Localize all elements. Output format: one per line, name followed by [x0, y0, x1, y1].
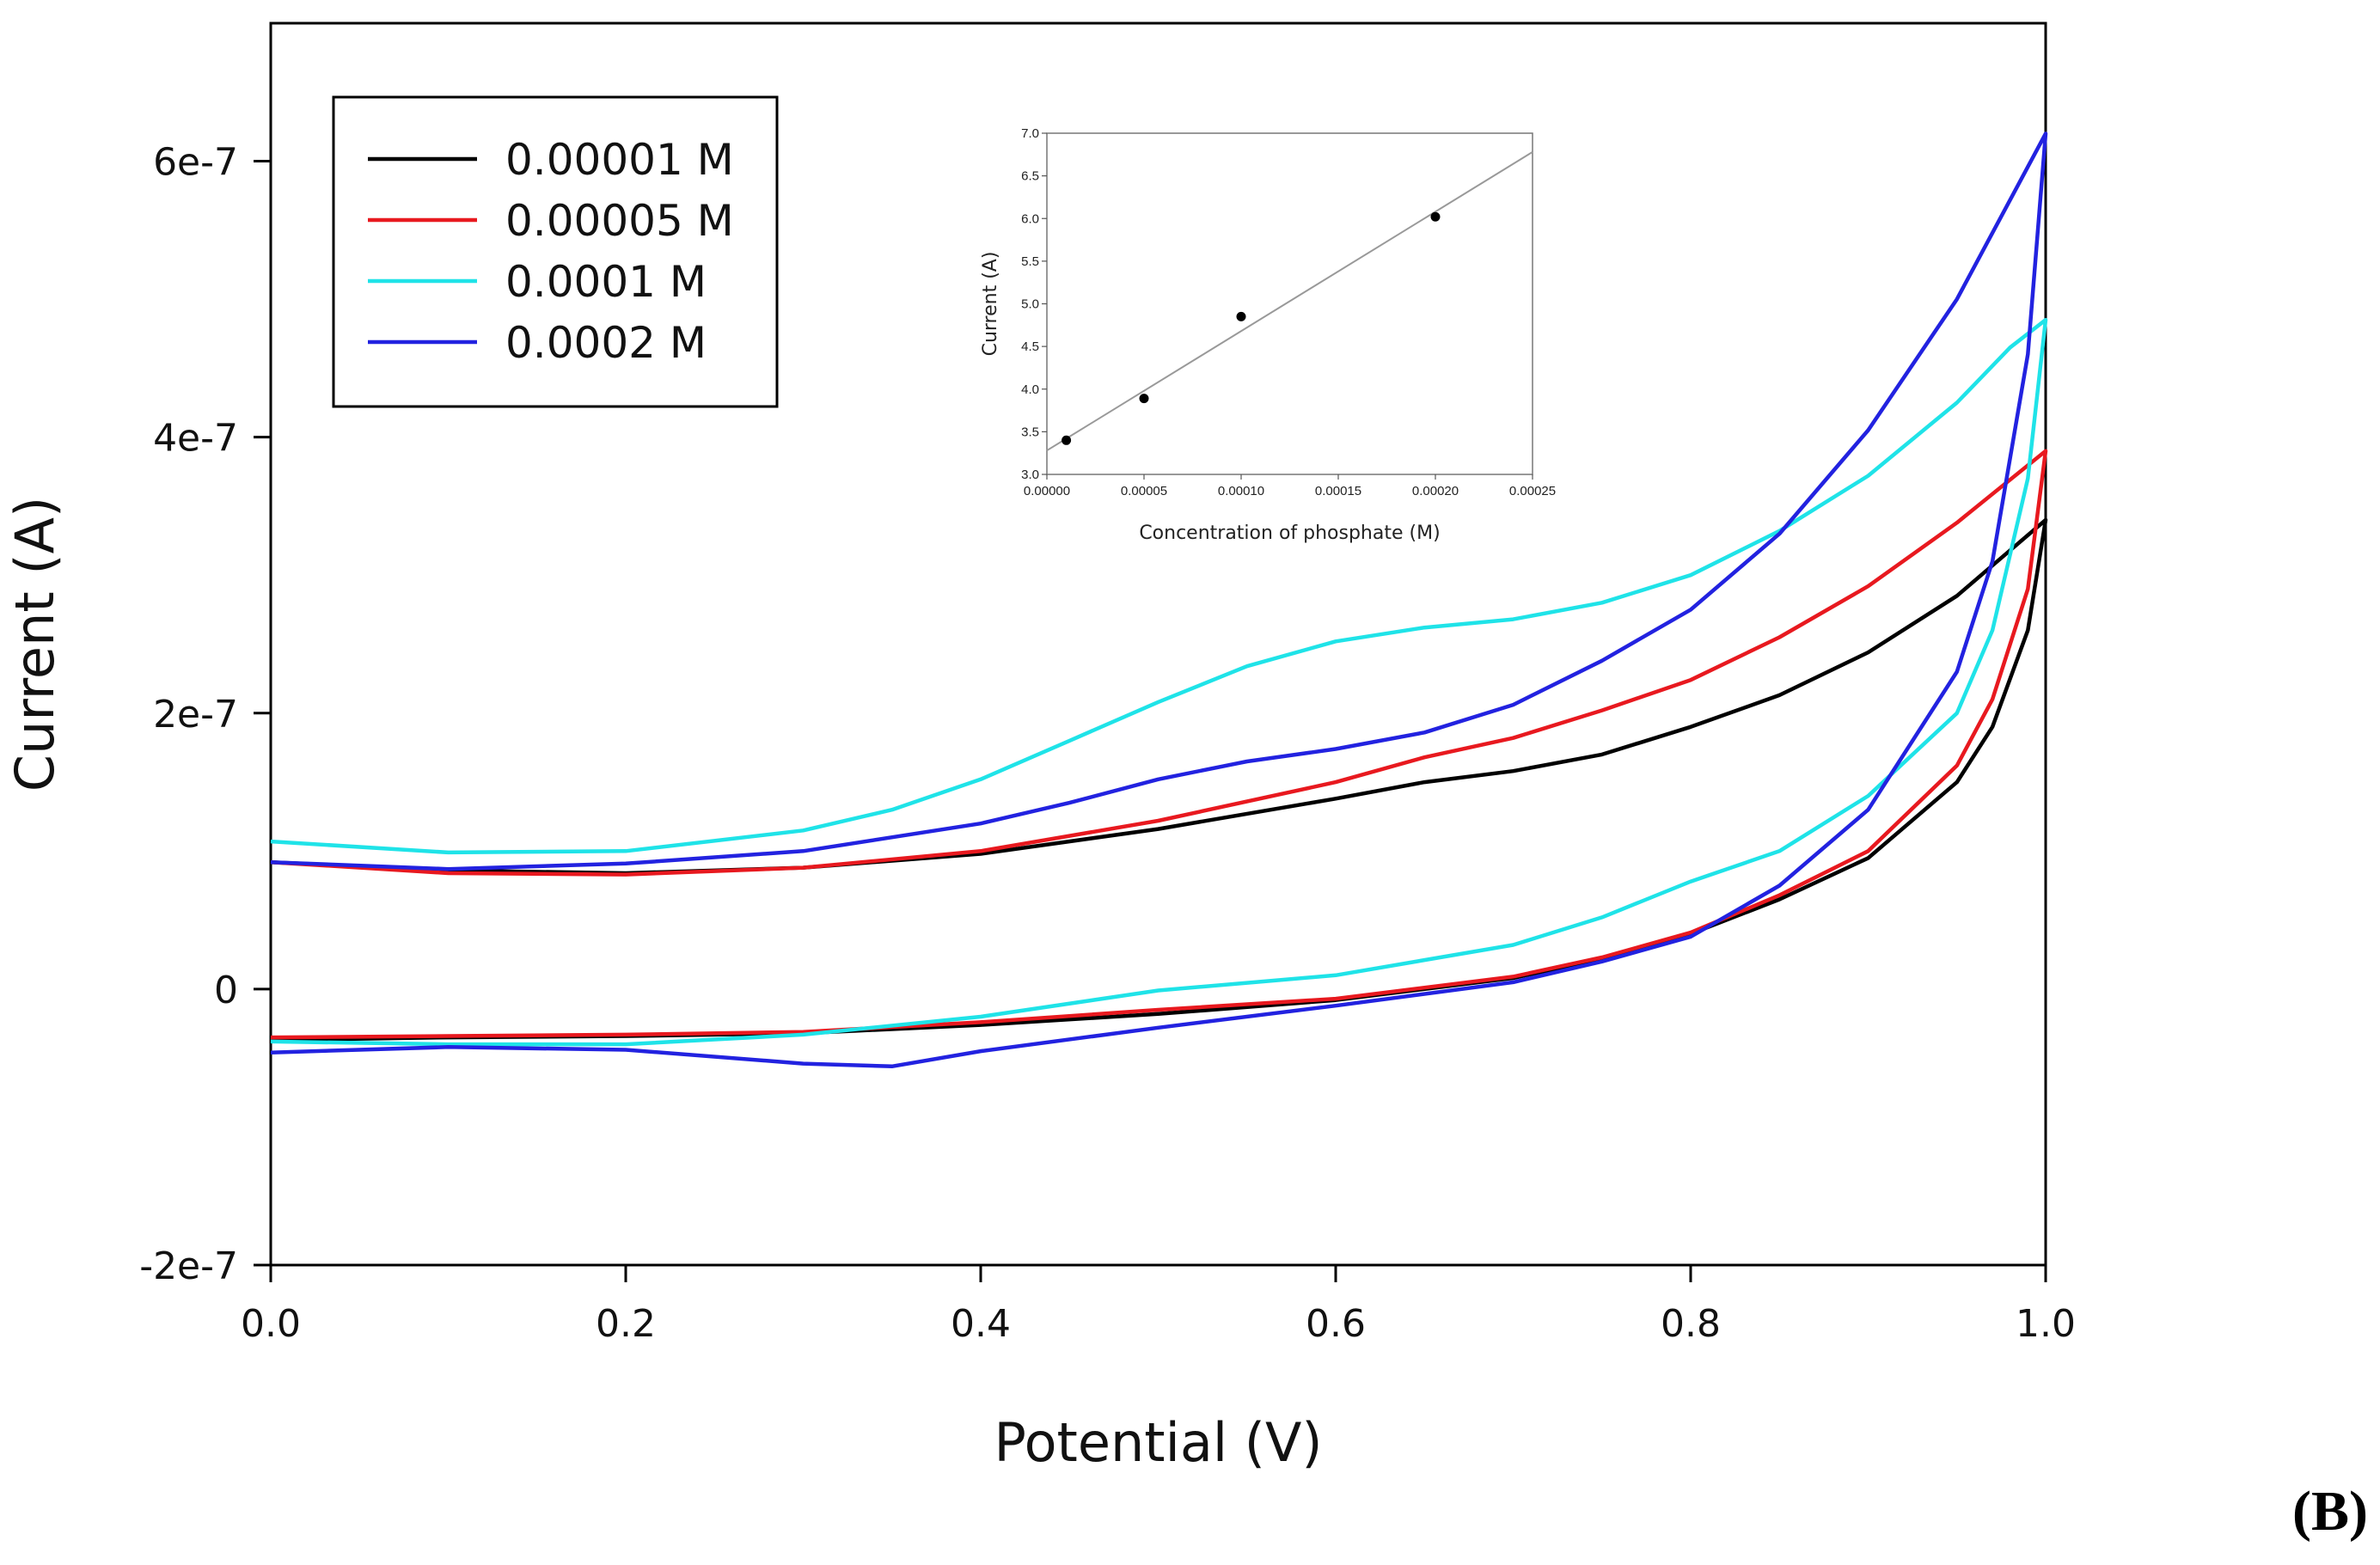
legend-label: 0.0001 M: [505, 257, 707, 307]
inset-frame: [1046, 132, 1533, 475]
inset-y-tick-label: 4.0: [1021, 382, 1039, 397]
inset-x-tick-label: 0.00010: [1218, 484, 1264, 498]
inset-chart: 0.00000 0.00005 0.00010 0.00015 0.00020 0.000…: [980, 126, 1556, 544]
inset-data-point: [1062, 435, 1072, 445]
axes-layer: 0.0 0.2 0.4 0.6 0.8 1.0 -2e-7 0 2e-7 4e-7 6e-7 Pote…: [3, 141, 2076, 1474]
legend: 0.00001 M 0.00005 M 0.0001 M 0.0002 M: [332, 95, 779, 408]
series-line-0-00005-m: [270, 449, 2048, 1040]
inset-axes-layer: 0.00000 0.00005 0.00010 0.00015 0.00020 0.000…: [980, 126, 1556, 544]
legend-label: 0.0002 M: [505, 318, 707, 368]
inset-y-tick-label: 3.0: [1021, 468, 1039, 482]
inset-y-tick-label: 3.5: [1021, 425, 1039, 439]
inset-y-tick-label: 7.0: [1021, 126, 1039, 141]
series-line-0-00001-m: [270, 517, 2048, 1042]
inset-data-point: [1236, 311, 1246, 321]
inset-x-tick-label: 0.00000: [1024, 484, 1070, 498]
y-axis-title: Current (A): [3, 497, 66, 792]
inset-y-tick-label: 5.0: [1021, 297, 1039, 312]
inset-x-tick-label: 0.00015: [1315, 484, 1361, 498]
inset-y-tick-label: 5.5: [1021, 254, 1039, 269]
plot-frame: [269, 21, 2047, 1267]
y-tick-label: 0: [214, 969, 238, 1012]
inset-y-tick-label: 4.5: [1021, 339, 1039, 354]
legend-label: 0.00005 M: [505, 196, 734, 246]
inset-y-tick-label: 6.0: [1021, 211, 1039, 226]
y-tick-label: 6e-7: [153, 141, 238, 185]
legend-label: 0.00001 M: [505, 135, 734, 185]
x-tick-label: 1.0: [2016, 1302, 2076, 1346]
inset-x-tick-label: 0.00025: [1509, 484, 1556, 498]
inset-data-point: [1430, 211, 1441, 222]
x-tick-label: 0.8: [1661, 1302, 1721, 1346]
inset-x-tick-label: 0.00005: [1121, 484, 1167, 498]
y-tick-label: 2e-7: [153, 693, 238, 737]
inset-y-tick-label: 6.5: [1021, 169, 1039, 184]
y-tick-label: 4e-7: [153, 417, 238, 461]
panel-label: (B): [2292, 1480, 2368, 1543]
series-line-0-0001-m: [270, 317, 2048, 1047]
series-line-0-0002-m: [270, 131, 2048, 1069]
series-layer: [270, 131, 2048, 1069]
x-tick-label: 0.6: [1306, 1302, 1366, 1346]
x-tick-label: 0.2: [596, 1302, 656, 1346]
inset-data-point: [1139, 394, 1149, 404]
legend-items: 0.00001 M 0.00005 M 0.0001 M 0.0002 M: [368, 135, 734, 368]
legend-box: [332, 95, 779, 408]
x-tick-label: 0.4: [951, 1302, 1011, 1346]
inset-x-tick-label: 0.00020: [1412, 484, 1459, 498]
x-tick-label: 0.0: [241, 1302, 301, 1346]
inset-fit-line: [1046, 150, 1533, 452]
inset-marks-layer: [1046, 150, 1533, 452]
inset-y-axis-title: Current (A): [980, 252, 1001, 357]
y-tick-label: -2e-7: [139, 1244, 238, 1288]
x-axis-title: Potential (V): [994, 1411, 1322, 1474]
inset-x-axis-title: Concentration of phosphate (M): [1139, 523, 1440, 544]
